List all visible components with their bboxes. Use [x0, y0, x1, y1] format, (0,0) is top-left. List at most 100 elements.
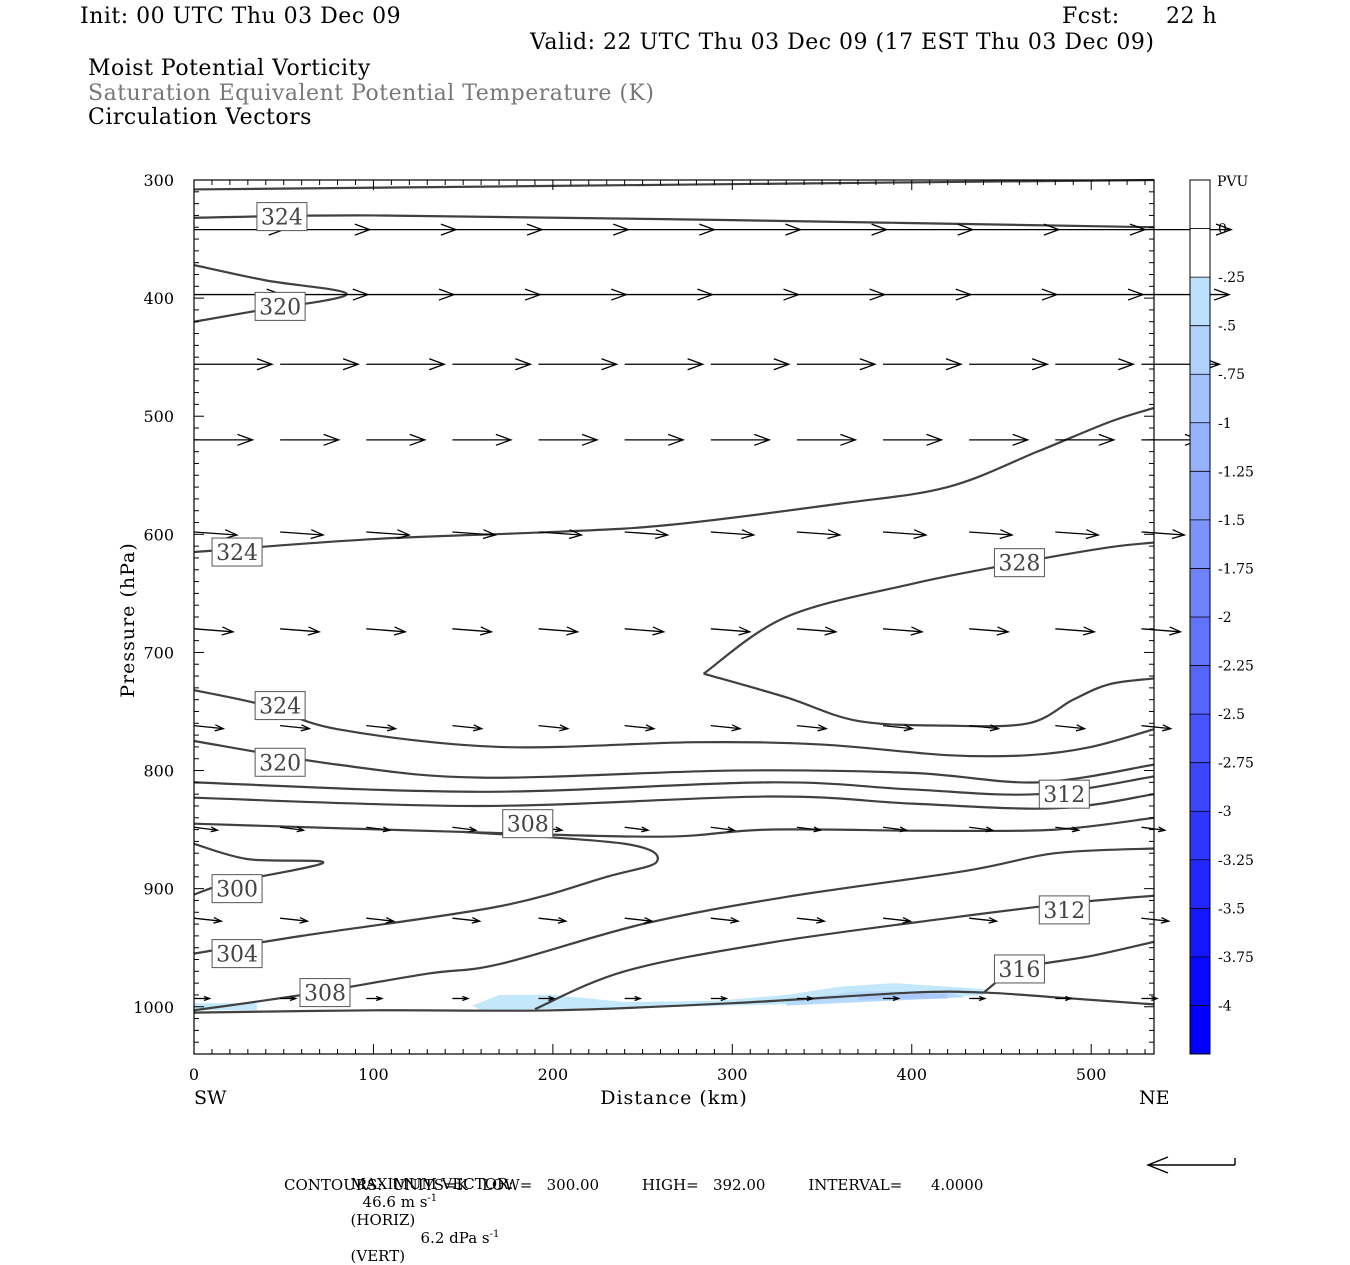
colorbar-cell-3 — [1190, 325, 1210, 375]
vector-head — [988, 916, 999, 924]
vector-head — [667, 433, 686, 446]
pv-shade-1 — [472, 983, 984, 1011]
vector-shaft — [1055, 725, 1085, 730]
vector-arrow-6-7 — [796, 724, 829, 732]
colorbar-label: -1 — [1218, 416, 1232, 432]
vector-shaft — [796, 531, 840, 536]
reference-vector-arrow-icon — [1146, 1156, 1236, 1174]
vector-head — [213, 916, 224, 924]
vector-head — [643, 916, 654, 924]
vector-arrow-4-4 — [538, 529, 584, 540]
x-tick-label: 0 — [189, 1065, 199, 1084]
vector-arrow-7-7 — [796, 826, 823, 833]
vector-head — [581, 433, 599, 446]
vector-shaft — [969, 826, 993, 831]
vector-head — [1157, 826, 1167, 833]
contours-info: CONTOURS: UNITS=K LOW= 300.00 HIGH= 392.… — [284, 1176, 984, 1194]
colorbar-label: -3.25 — [1218, 853, 1254, 869]
contour-line-8 — [193, 775, 1155, 796]
vector-arrow-4-8 — [883, 529, 928, 540]
vector-head — [468, 826, 478, 833]
vector-head — [945, 358, 963, 371]
vector-head — [910, 626, 924, 636]
vector-shaft — [280, 531, 324, 536]
vector-arrow-5-9 — [969, 626, 1011, 636]
vector-head — [1075, 724, 1087, 732]
vector-head — [978, 995, 987, 1002]
vector-arrow-0-4 — [538, 223, 631, 236]
vector-head — [495, 433, 513, 446]
vector-head — [515, 358, 533, 371]
contour-line-0 — [193, 214, 1155, 229]
colorbar-cell-4 — [1190, 374, 1210, 423]
colorbar-cell-9 — [1190, 617, 1210, 666]
contour-line-10 — [193, 816, 1155, 838]
colorbar-cell-17 — [1190, 1005, 1210, 1054]
vector-arrow-9-6 — [710, 995, 729, 1002]
vector-head — [396, 529, 412, 540]
field-mpv: Moist Potential Vorticity — [88, 56, 371, 81]
vector-head — [462, 995, 470, 1002]
vector-shaft — [193, 628, 234, 633]
vector-shaft — [452, 628, 492, 633]
vector-arrow-5-7 — [796, 626, 838, 636]
y-tick-label: 400 — [143, 289, 174, 308]
vector-shaft — [1055, 628, 1095, 633]
vector-arrow-4-3 — [452, 529, 498, 540]
field-theta-es: Saturation Equivalent Potential Temperat… — [88, 81, 655, 106]
vector-head — [256, 358, 274, 371]
vector-shaft — [452, 826, 476, 831]
vector-arrow-9-11 — [1141, 995, 1159, 1002]
colorbar-label: -1.25 — [1218, 464, 1254, 480]
vector-arrow-1-2 — [366, 288, 456, 301]
contour-label-box-15 — [1038, 895, 1090, 925]
vector-head — [296, 826, 306, 833]
vector-arrow-6-8 — [882, 724, 915, 732]
vector-arrow-5-2 — [366, 626, 408, 636]
vector-shaft — [969, 628, 1009, 633]
colorbar-label: 0 — [1218, 222, 1227, 238]
vector-arrow-7-6 — [710, 826, 737, 833]
vector-arrow-1-9 — [969, 288, 1059, 301]
vector-arrow-9-2 — [366, 995, 384, 1002]
colorbar-cell-5 — [1190, 422, 1210, 472]
vector-arrow-7-11 — [1141, 826, 1167, 833]
y-tick-label: 1000 — [133, 998, 174, 1017]
y-tick-label: 800 — [143, 762, 174, 781]
vector-shaft — [280, 725, 310, 730]
vector-arrow-9-10 — [1055, 995, 1073, 1002]
circulation-vectors — [193, 223, 1234, 1002]
vector-arrow-0-7 — [796, 223, 889, 236]
vector-head — [731, 724, 742, 732]
vector-arrow-4-10 — [1055, 529, 1101, 540]
vector-arrow-9-5 — [624, 995, 643, 1002]
vector-arrow-2-7 — [796, 358, 877, 371]
horiz-tag: (HORIZ) — [350, 1211, 416, 1229]
contour-label-0: 324 — [261, 206, 303, 231]
colorbar-cell-11 — [1190, 714, 1210, 763]
colorbar-cell-0 — [1190, 180, 1210, 229]
forecast-label: Fcst: — [1062, 4, 1120, 29]
vector-head — [1160, 916, 1171, 924]
colorbar-label: -4 — [1218, 998, 1232, 1014]
contour-label-15: 312 — [1043, 899, 1085, 924]
vector-arrow-3-8 — [883, 433, 944, 446]
colorbar-label: -.75 — [1218, 367, 1245, 383]
colorbar-cell-10 — [1190, 665, 1210, 715]
vector-head — [1213, 288, 1232, 301]
vector-head — [645, 724, 656, 732]
vector-head — [727, 826, 737, 833]
vector-head — [729, 916, 740, 924]
vector-arrow-8-9 — [969, 916, 999, 924]
vector-arrow-2-9 — [969, 358, 1050, 371]
colorbar-label: -.25 — [1218, 270, 1245, 286]
vector-arrow-0-11 — [1141, 223, 1234, 236]
contour-label-4: 328 — [998, 552, 1040, 577]
colorbar-label: -.5 — [1218, 319, 1236, 335]
vector-shaft — [624, 628, 664, 633]
ne-end-label: NE — [1139, 1087, 1170, 1109]
vector-arrow-3-10 — [1055, 433, 1116, 446]
vector-head — [641, 826, 650, 833]
vector-shaft — [1141, 531, 1185, 536]
contour-label-14: 308 — [304, 982, 346, 1007]
